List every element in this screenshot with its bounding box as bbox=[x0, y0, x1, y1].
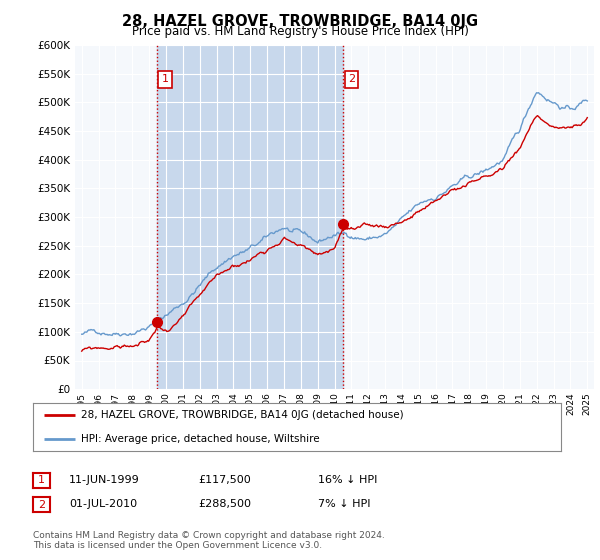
Text: 7% ↓ HPI: 7% ↓ HPI bbox=[318, 499, 371, 509]
Bar bbox=[157, 45, 343, 389]
Text: Price paid vs. HM Land Registry's House Price Index (HPI): Price paid vs. HM Land Registry's House … bbox=[131, 25, 469, 38]
Text: Contains HM Land Registry data © Crown copyright and database right 2024.
This d: Contains HM Land Registry data © Crown c… bbox=[33, 531, 385, 550]
Text: 11-JUN-1999: 11-JUN-1999 bbox=[69, 475, 140, 485]
Text: £117,500: £117,500 bbox=[198, 475, 251, 485]
Text: 28, HAZEL GROVE, TROWBRIDGE, BA14 0JG (detached house): 28, HAZEL GROVE, TROWBRIDGE, BA14 0JG (d… bbox=[80, 410, 403, 420]
Text: 01-JUL-2010: 01-JUL-2010 bbox=[69, 499, 137, 509]
Text: 1: 1 bbox=[162, 74, 169, 84]
Text: 1: 1 bbox=[38, 475, 45, 486]
Text: 28, HAZEL GROVE, TROWBRIDGE, BA14 0JG: 28, HAZEL GROVE, TROWBRIDGE, BA14 0JG bbox=[122, 14, 478, 29]
Text: £288,500: £288,500 bbox=[198, 499, 251, 509]
Text: HPI: Average price, detached house, Wiltshire: HPI: Average price, detached house, Wilt… bbox=[80, 434, 319, 444]
Text: 2: 2 bbox=[38, 500, 45, 510]
Text: 2: 2 bbox=[348, 74, 355, 84]
Text: 16% ↓ HPI: 16% ↓ HPI bbox=[318, 475, 377, 485]
